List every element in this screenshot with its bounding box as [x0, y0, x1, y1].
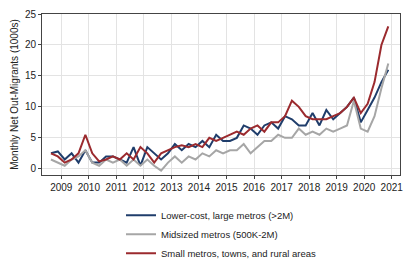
svg-text:2020: 2020: [353, 182, 376, 193]
svg-text:Lower-cost, large metros (>2M): Lower-cost, large metros (>2M): [161, 210, 293, 221]
svg-text:2021: 2021: [381, 182, 404, 193]
svg-text:Midsized metros (500K-2M): Midsized metros (500K-2M): [161, 229, 278, 240]
svg-text:5: 5: [30, 132, 36, 143]
svg-text:2017: 2017: [270, 182, 293, 193]
svg-text:2016: 2016: [243, 182, 266, 193]
svg-text:10: 10: [25, 101, 37, 112]
svg-text:2019: 2019: [326, 182, 349, 193]
svg-text:20: 20: [25, 39, 37, 50]
svg-text:2018: 2018: [298, 182, 321, 193]
svg-text:2010: 2010: [78, 182, 101, 193]
svg-text:2013: 2013: [160, 182, 183, 193]
svg-text:2011: 2011: [106, 182, 128, 193]
svg-text:2009: 2009: [50, 182, 73, 193]
svg-text:25: 25: [25, 9, 37, 20]
svg-text:2014: 2014: [188, 182, 211, 193]
svg-text:15: 15: [25, 70, 37, 81]
svg-text:2015: 2015: [215, 182, 238, 193]
svg-text:Small metros, towns, and rural: Small metros, towns, and rural areas: [161, 248, 316, 259]
svg-text:2012: 2012: [133, 182, 156, 193]
svg-text:0: 0: [30, 163, 36, 174]
svg-text:Monthly Net Out-Migrants (1000: Monthly Net Out-Migrants (1000s): [9, 19, 20, 170]
